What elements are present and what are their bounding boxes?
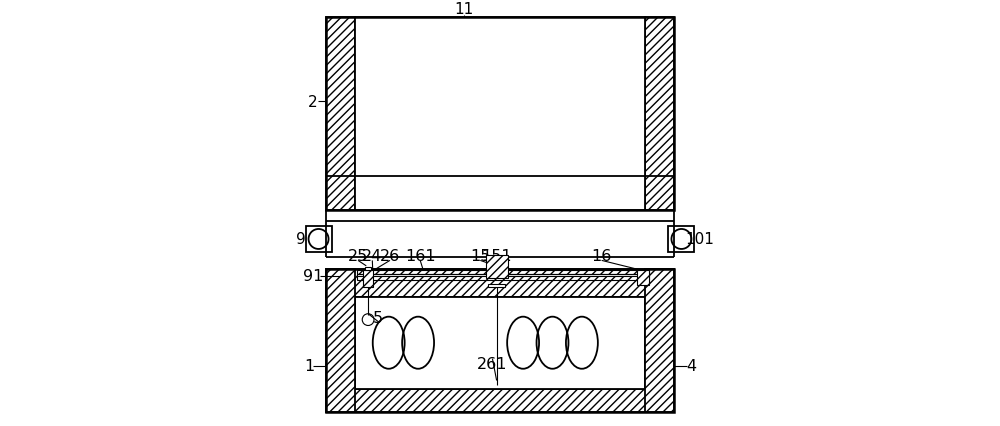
Bar (637, 271, 649, 285)
Text: 24: 24 (362, 248, 382, 263)
Bar (363, 271, 373, 287)
Text: 16: 16 (591, 248, 612, 263)
Text: 161: 161 (405, 248, 436, 263)
Text: 25: 25 (348, 248, 368, 263)
Text: 151: 151 (481, 248, 512, 263)
Text: 91: 91 (303, 268, 323, 283)
Bar (357, 274, 649, 276)
Text: 1: 1 (304, 358, 314, 374)
Text: 2: 2 (308, 95, 318, 109)
Bar (326, 270, 674, 412)
Text: 261: 261 (477, 357, 508, 371)
Bar (355, 18, 645, 211)
Text: 101: 101 (685, 232, 714, 247)
Bar (326, 270, 355, 412)
Bar (326, 389, 674, 412)
Bar (365, 268, 371, 271)
Bar (668, 226, 694, 252)
Bar (645, 18, 674, 211)
Bar (355, 297, 645, 389)
Text: 9: 9 (296, 232, 305, 247)
Bar (357, 271, 649, 274)
Text: 11: 11 (455, 2, 474, 17)
Bar (326, 18, 674, 211)
Bar (306, 226, 332, 252)
Bar (645, 270, 674, 412)
Bar (326, 270, 674, 297)
Bar (326, 18, 355, 211)
Text: 5: 5 (372, 310, 382, 325)
Bar (357, 276, 649, 280)
Bar (488, 285, 505, 288)
Text: 26: 26 (380, 248, 400, 263)
Bar (486, 256, 508, 278)
Text: 15: 15 (470, 248, 490, 263)
Text: 4: 4 (686, 358, 696, 374)
